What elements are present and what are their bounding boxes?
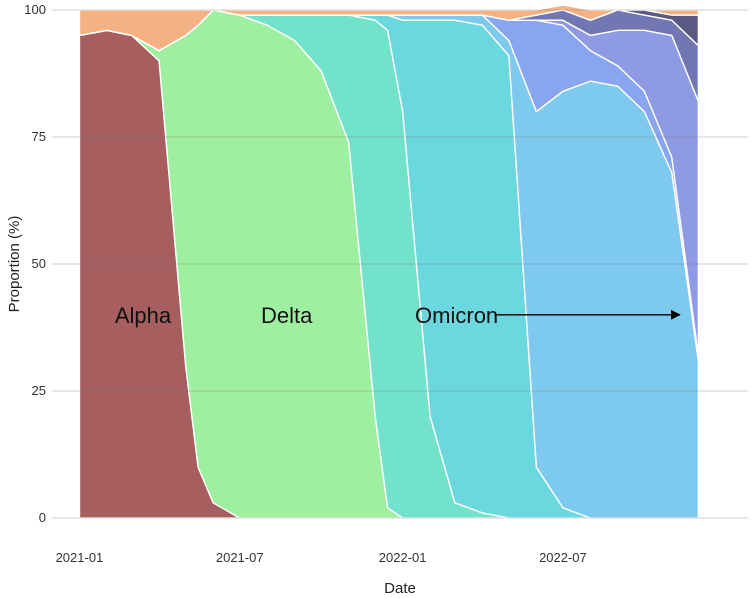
x-tick-labels: 2021-01 2021-07 2022-01 2022-07 <box>56 550 587 565</box>
x-tick-label: 2021-01 <box>56 550 104 565</box>
y-tick-label: 25 <box>32 383 46 398</box>
area-series-10 <box>78 4 700 52</box>
y-tick-label: 100 <box>24 2 46 17</box>
x-tick-label: 2022-07 <box>539 550 587 565</box>
y-axis-title: Proportion (%) <box>6 216 23 313</box>
y-tick-label: 0 <box>39 510 46 525</box>
x-tick-label: 2021-07 <box>216 550 264 565</box>
x-axis-title: Date <box>384 580 416 597</box>
label-alpha: Alpha <box>115 303 172 328</box>
label-omicron: Omicron <box>415 303 498 328</box>
label-delta: Delta <box>261 303 313 328</box>
y-tick-labels: 0 25 50 75 100 <box>24 2 46 525</box>
x-tick-label: 2022-01 <box>379 550 427 565</box>
plot-areas <box>78 4 700 519</box>
grid-lines <box>52 9 748 519</box>
y-tick-label: 50 <box>32 256 46 271</box>
variant-annotations: Alpha Delta Omicron <box>115 303 681 328</box>
y-tick-label: 75 <box>32 129 46 144</box>
